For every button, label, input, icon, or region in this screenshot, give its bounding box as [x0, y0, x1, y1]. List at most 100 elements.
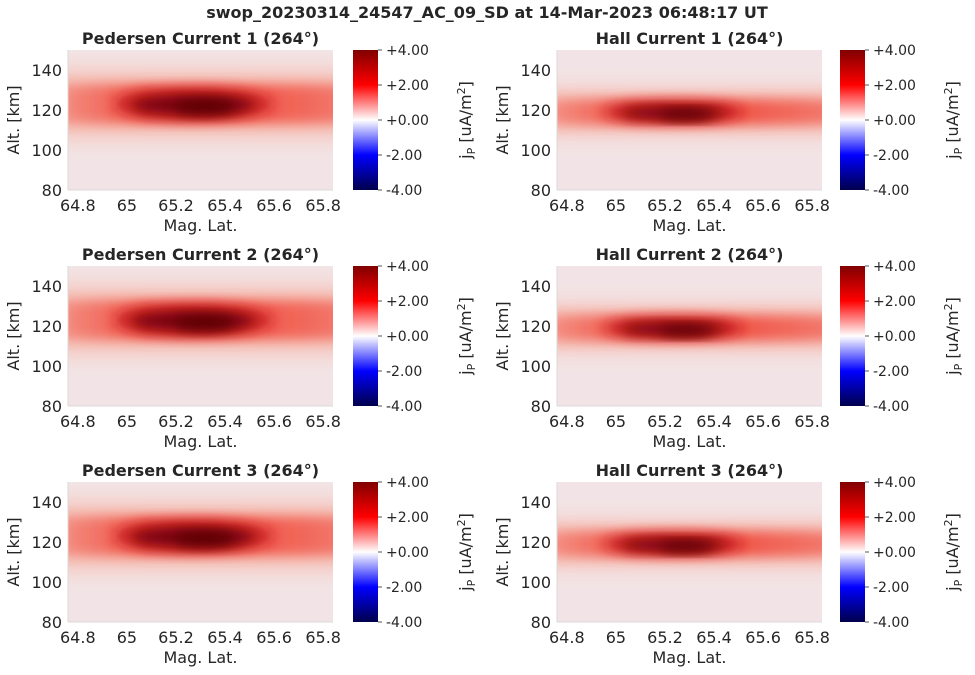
y-tick-label: 120: [520, 533, 551, 552]
x-tick-label: 65: [117, 196, 137, 215]
colorbar-label: jP [uA/m2]: [942, 513, 965, 592]
colorbar-tick-label: -2.00: [873, 148, 909, 164]
x-tick-label: 65.2: [647, 412, 683, 431]
y-tick-label: 80: [531, 181, 551, 200]
colorbar-tick-label: -2.00: [386, 580, 422, 596]
heatmap-layer: [68, 501, 333, 571]
x-tick-label: 65.4: [207, 628, 243, 647]
heatmap-layer: [557, 89, 822, 135]
colorbar-tick-label: +0.00: [873, 545, 916, 561]
colorbar-tick-label: -2.00: [873, 580, 909, 596]
x-tick-label: 65.6: [256, 196, 292, 215]
x-tick-label: 64.8: [60, 628, 96, 647]
x-tick-label: 65.8: [794, 628, 830, 647]
y-tick-label: 80: [42, 181, 62, 200]
y-axis-label: Alt. [km]: [4, 301, 23, 370]
heatmap-layer: [68, 69, 333, 139]
x-tick-label: 65: [117, 412, 137, 431]
x-tick-label: 65.8: [305, 412, 341, 431]
colorbar-tick-label: +2.00: [873, 294, 916, 310]
y-tick-label: 120: [31, 101, 62, 120]
x-axis-label: Mag. Lat.: [652, 648, 726, 667]
colorbar: [353, 50, 378, 190]
colorbar-tick-label: +2.00: [386, 510, 429, 526]
current-peak: [174, 99, 237, 115]
y-tick-label: 100: [520, 141, 551, 160]
y-axis-label: Alt. [km]: [4, 517, 23, 586]
x-tick-label: 64.8: [60, 412, 96, 431]
colorbar-tick-label: -4.00: [873, 399, 909, 415]
y-axis-label: Alt. [km]: [493, 517, 512, 586]
y-tick-label: 100: [31, 573, 62, 592]
y-tick-label: 140: [520, 493, 551, 512]
x-tick-label: 65.6: [745, 412, 781, 431]
chart-panel: 64.8 65 65.2 65.4 65.6 65.8 80 100 120 140 Mag. La…: [493, 29, 965, 235]
colorbar-tick-label: -4.00: [386, 615, 422, 631]
current-peak: [174, 531, 237, 547]
heatmap-layer: [557, 521, 822, 567]
y-tick-label: 120: [520, 101, 551, 120]
x-axis-label: Mag. Lat.: [652, 216, 726, 235]
x-tick-label: 65.6: [256, 628, 292, 647]
y-tick-label: 100: [520, 573, 551, 592]
colorbar-tick-label: +2.00: [873, 510, 916, 526]
y-axis-label: Alt. [km]: [493, 85, 512, 154]
y-tick-label: 140: [31, 493, 62, 512]
colorbar-tick-label: -4.00: [873, 615, 909, 631]
y-tick-label: 80: [42, 613, 62, 632]
x-tick-label: 65.4: [207, 196, 243, 215]
x-tick-label: 65: [606, 412, 626, 431]
x-tick-label: 65: [117, 628, 137, 647]
chart-panel: 64.8 65 65.2 65.4 65.6 65.8 80 100 120 140 Mag. La…: [4, 29, 478, 235]
colorbar-tick-label: -4.00: [386, 183, 422, 199]
y-tick-label: 100: [31, 357, 62, 376]
heatmap-layer: [68, 285, 333, 355]
x-axis-label: Mag. Lat.: [652, 432, 726, 451]
colorbar-label: jP [uA/m2]: [455, 513, 478, 592]
y-tick-label: 80: [531, 613, 551, 632]
x-tick-label: 64.8: [549, 196, 585, 215]
chart-panel: 64.8 65 65.2 65.4 65.6 65.8 80 100 120 140 Mag. La…: [493, 461, 965, 667]
colorbar-label: jP [uA/m2]: [942, 297, 965, 376]
heatmap-layer: [557, 305, 822, 351]
x-tick-label: 65.8: [794, 196, 830, 215]
colorbar-tick-label: -2.00: [386, 148, 422, 164]
figure-suptitle: swop_20230314_24547_AC_09_SD at 14-Mar-2…: [206, 3, 768, 22]
x-axis-label: Mag. Lat.: [163, 648, 237, 667]
colorbar: [353, 266, 378, 406]
colorbar-tick-label: +0.00: [386, 545, 429, 561]
chart-title: Hall Current 3 (264°): [596, 461, 784, 480]
current-peak: [174, 315, 237, 331]
colorbar-tick-label: +2.00: [873, 78, 916, 94]
colorbar: [840, 50, 865, 190]
x-tick-label: 65.2: [647, 628, 683, 647]
x-tick-label: 64.8: [549, 628, 585, 647]
x-tick-label: 65: [606, 196, 626, 215]
x-tick-label: 65.2: [158, 196, 194, 215]
colorbar-tick-label: +0.00: [386, 113, 429, 129]
chart-title: Hall Current 1 (264°): [596, 29, 784, 48]
x-tick-label: 65: [606, 628, 626, 647]
colorbar-tick-label: +0.00: [386, 329, 429, 345]
x-tick-label: 65.6: [745, 628, 781, 647]
x-axis-label: Mag. Lat.: [163, 216, 237, 235]
colorbar-tick-label: +4.00: [873, 259, 916, 275]
colorbar-tick-label: +4.00: [873, 43, 916, 59]
colorbar-tick-label: +4.00: [386, 475, 429, 491]
colorbar-tick-label: +2.00: [386, 78, 429, 94]
chart-panel: 64.8 65 65.2 65.4 65.6 65.8 80 100 120 140 Mag. La…: [4, 461, 478, 667]
x-tick-label: 65.2: [158, 628, 194, 647]
y-tick-label: 100: [31, 141, 62, 160]
colorbar: [353, 482, 378, 622]
x-tick-label: 65.8: [794, 412, 830, 431]
y-axis-label: Alt. [km]: [4, 85, 23, 154]
colorbar-tick-label: -2.00: [386, 364, 422, 380]
colorbar-label: jP [uA/m2]: [942, 81, 965, 160]
y-tick-label: 140: [31, 277, 62, 296]
y-tick-label: 120: [520, 317, 551, 336]
colorbar-label: jP [uA/m2]: [455, 81, 478, 160]
x-tick-label: 65.6: [256, 412, 292, 431]
x-tick-label: 64.8: [549, 412, 585, 431]
x-tick-label: 65.8: [305, 628, 341, 647]
